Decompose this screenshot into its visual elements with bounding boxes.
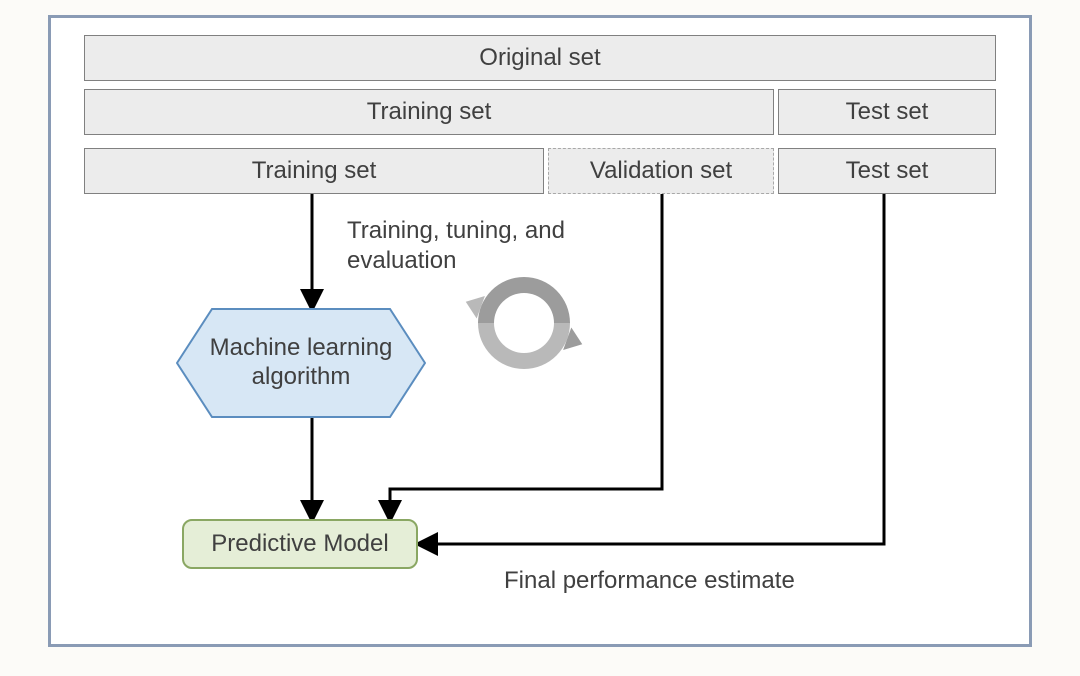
tuning-label-line1: Training, tuning, and	[347, 217, 565, 244]
predictive-model-label: Predictive Model	[211, 530, 388, 558]
predictive-model-node: Predictive Model	[182, 519, 418, 569]
algorithm-label-line1: Machine learning	[210, 334, 393, 361]
tuning-label-line2: evaluation	[347, 247, 456, 274]
final-performance-label: Final performance estimate	[504, 567, 795, 595]
outer-frame: Original set Training set Test set Train…	[48, 15, 1032, 647]
algorithm-label-line2: algorithm	[252, 363, 351, 390]
final-performance-text: Final performance estimate	[504, 567, 795, 594]
diagram-area: Original set Training set Test set Train…	[54, 21, 1026, 641]
algorithm-node: Machine learning algorithm	[176, 308, 426, 418]
tuning-label: Training, tuning, and evaluation	[347, 216, 565, 276]
